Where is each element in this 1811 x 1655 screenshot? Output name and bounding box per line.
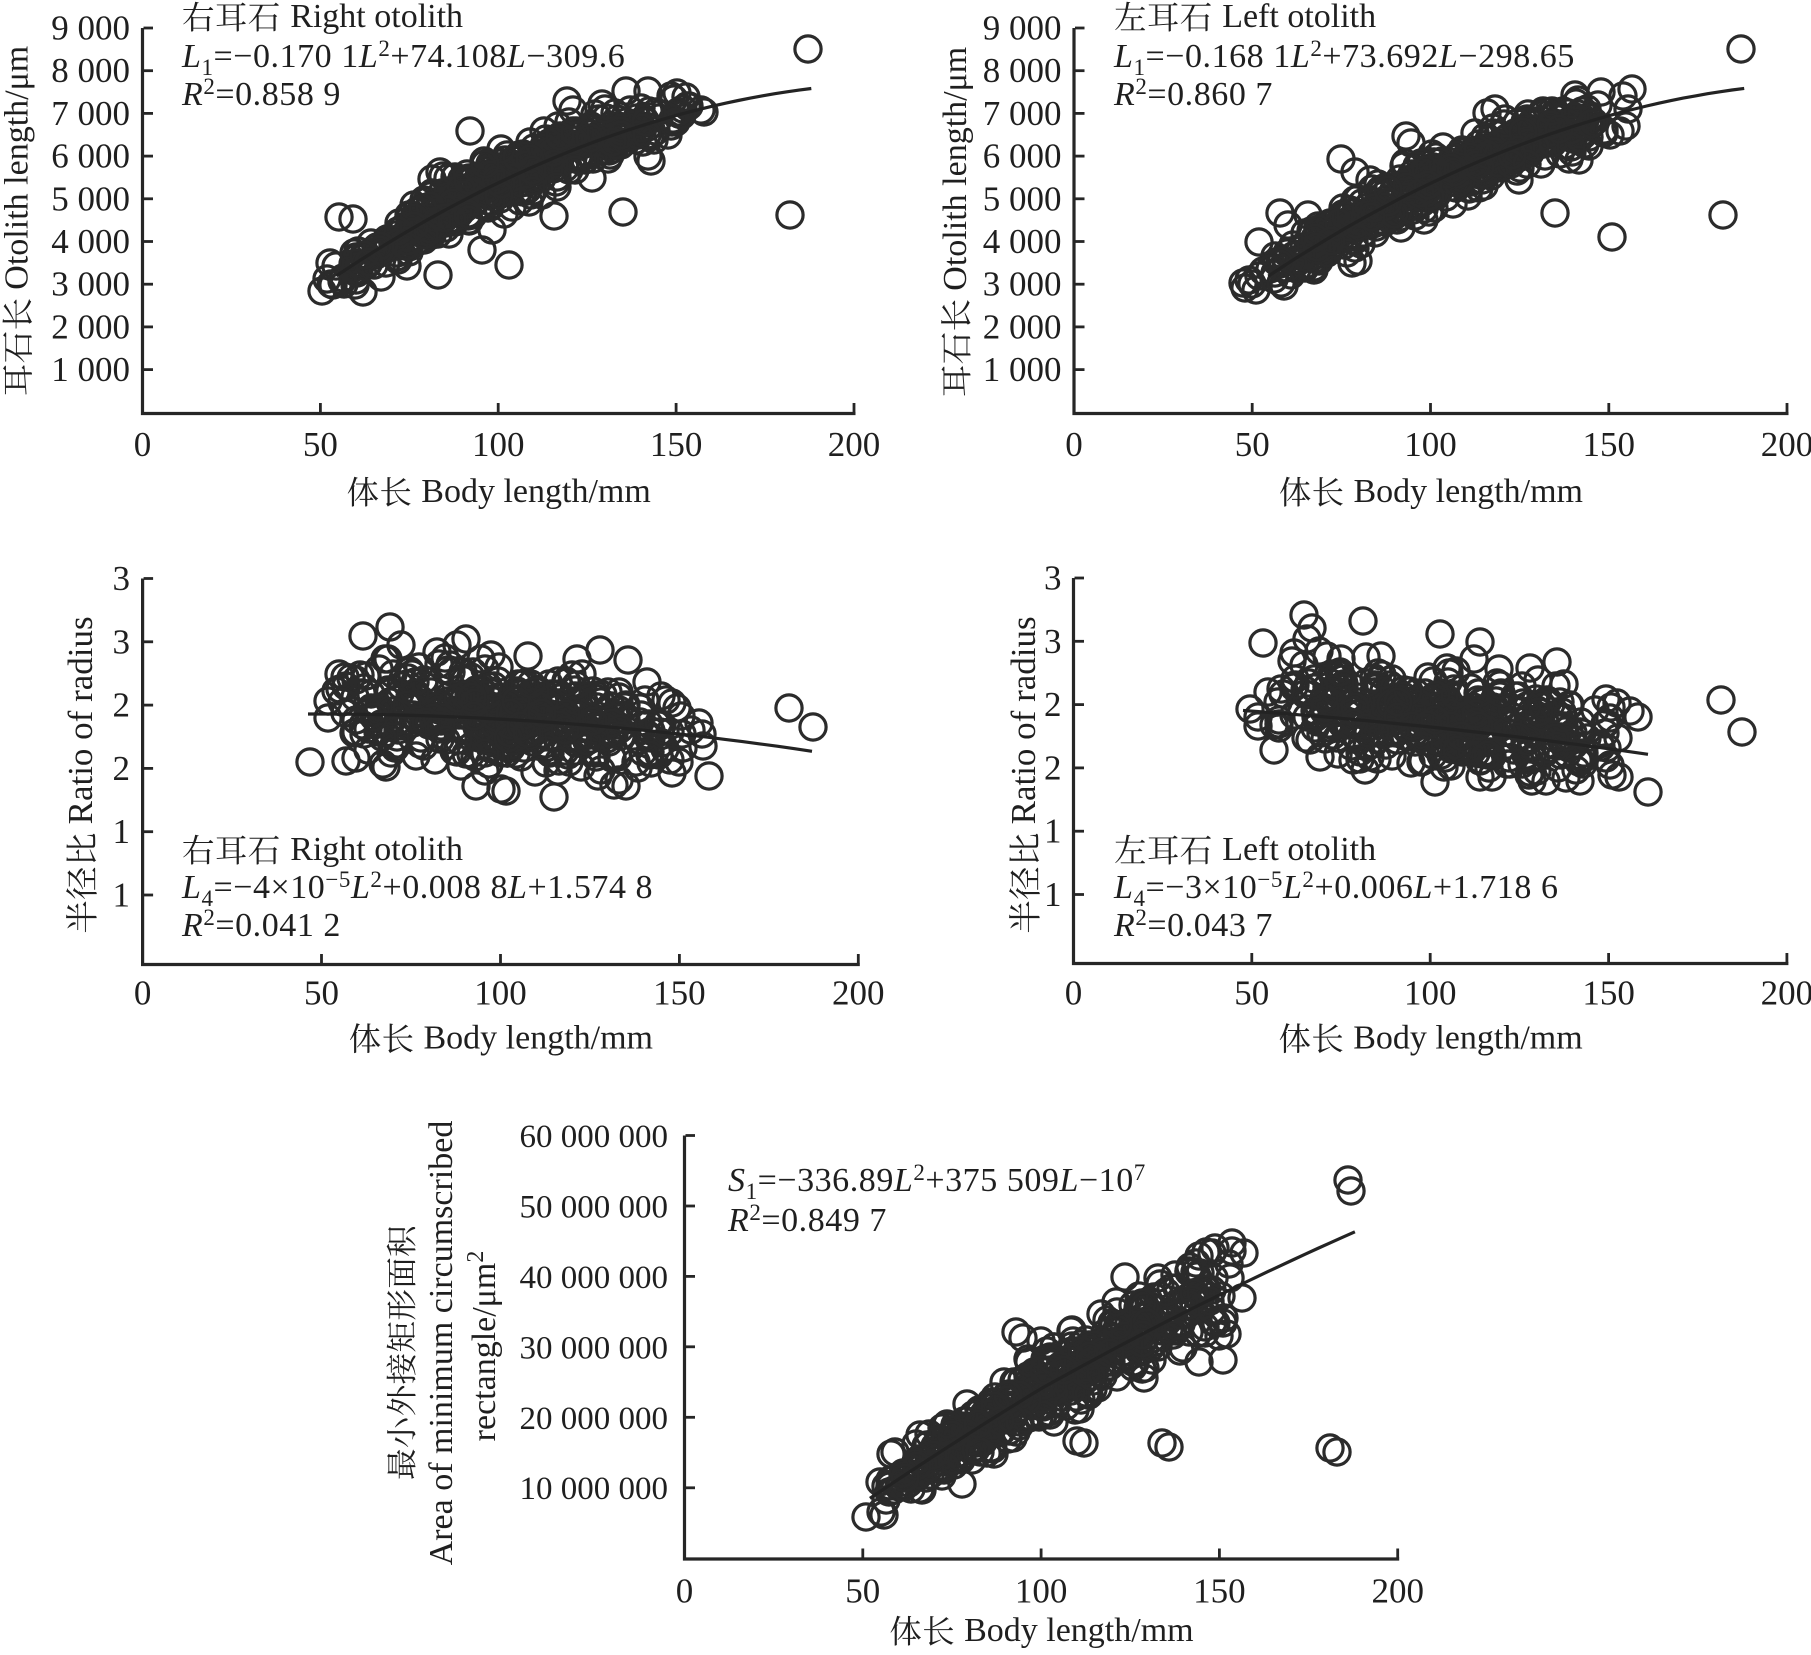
svg-text:0: 0 — [134, 974, 152, 1013]
svg-text:3 000: 3 000 — [51, 265, 130, 304]
svg-text:1: 1 — [113, 876, 131, 915]
svg-text:0: 0 — [1065, 974, 1083, 1013]
svg-text:5 000: 5 000 — [51, 179, 130, 218]
svg-text:50: 50 — [304, 974, 339, 1013]
svg-text:2: 2 — [113, 686, 131, 725]
svg-text:100: 100 — [1404, 425, 1457, 464]
svg-text:R2​=0.858 9: R2​=0.858 9 — [181, 74, 341, 113]
svg-text:30 000 000: 30 000 000 — [520, 1330, 669, 1366]
svg-text:L4​=−4×10−5​L2​+0.008 8L+1.574: L4​=−4×10−5​L2​+0.008 8L+1.574 8 — [181, 867, 653, 911]
svg-text:150: 150 — [650, 425, 703, 464]
svg-text:Otolith length/μm: Otolith length/μm — [0, 46, 36, 290]
svg-text:3: 3 — [1044, 622, 1062, 661]
svg-text:6 000: 6 000 — [983, 137, 1062, 176]
svg-text:Left otolith: Left otolith — [1222, 831, 1376, 868]
svg-text:6 000: 6 000 — [51, 137, 130, 176]
svg-text:200: 200 — [832, 974, 885, 1013]
svg-text:1: 1 — [1044, 875, 1062, 914]
svg-text:Body length/mm: Body length/mm — [964, 1612, 1194, 1649]
svg-text:50: 50 — [303, 425, 338, 464]
svg-text:1: 1 — [113, 812, 131, 851]
svg-text:150: 150 — [1583, 425, 1636, 464]
svg-text:40 000 000: 40 000 000 — [520, 1260, 669, 1296]
svg-text:3: 3 — [113, 622, 131, 661]
svg-text:R2​=0.043 7: R2​=0.043 7 — [1113, 905, 1273, 944]
svg-text:200: 200 — [1371, 1572, 1424, 1611]
svg-text:Body length/mm: Body length/mm — [424, 1020, 654, 1057]
svg-text:100: 100 — [472, 425, 525, 464]
svg-text:200: 200 — [828, 425, 881, 464]
svg-text:0: 0 — [1065, 425, 1083, 464]
svg-text:Area of minimum circumscribed: Area of minimum circumscribed — [423, 1121, 460, 1566]
svg-text:100: 100 — [1015, 1572, 1068, 1611]
svg-text:20 000 000: 20 000 000 — [520, 1401, 669, 1437]
svg-text:10 000 000: 10 000 000 — [520, 1471, 669, 1507]
svg-text:Ratio of radius: Ratio of radius — [61, 616, 100, 824]
svg-text:2 000: 2 000 — [983, 307, 1062, 346]
svg-text:50: 50 — [845, 1572, 880, 1611]
svg-text:4 000: 4 000 — [51, 222, 130, 261]
svg-text:50: 50 — [1234, 974, 1269, 1013]
svg-text:9 000: 9 000 — [51, 9, 130, 48]
svg-text:9 000: 9 000 — [983, 9, 1062, 48]
svg-text:R2​=0.849 7: R2​=0.849 7 — [727, 1200, 887, 1239]
svg-text:L1​=−0.170 1L2​+74.108L−309.6: L1​=−0.170 1L2​+74.108L−309.6 — [181, 36, 625, 80]
svg-text:8 000: 8 000 — [51, 51, 130, 90]
svg-text:150: 150 — [1582, 974, 1635, 1013]
svg-text:Right otolith: Right otolith — [290, 0, 463, 35]
svg-text:50 000 000: 50 000 000 — [520, 1190, 669, 1226]
svg-text:Body length/mm: Body length/mm — [1353, 1020, 1583, 1057]
svg-text:Otolith length/μm: Otolith length/μm — [937, 47, 974, 291]
svg-text:60 000 000: 60 000 000 — [520, 1119, 669, 1155]
svg-text:0: 0 — [676, 1572, 694, 1611]
svg-text:Ratio of radius: Ratio of radius — [1004, 616, 1043, 824]
svg-text:150: 150 — [1193, 1572, 1246, 1611]
svg-text:1: 1 — [1044, 812, 1062, 851]
svg-text:5 000: 5 000 — [983, 179, 1062, 218]
svg-text:L4​=−3×10−5​L2​+0.006L+1.718 6: L4​=−3×10−5​L2​+0.006L+1.718 6 — [1113, 867, 1559, 911]
svg-text:Body length/mm: Body length/mm — [1354, 473, 1584, 510]
svg-text:50: 50 — [1235, 425, 1270, 464]
svg-text:1 000: 1 000 — [51, 350, 130, 389]
svg-text:Left otolith: Left otolith — [1222, 0, 1376, 35]
svg-text:2 000: 2 000 — [51, 307, 130, 346]
svg-text:1 000: 1 000 — [983, 350, 1062, 389]
svg-text:3 000: 3 000 — [983, 265, 1062, 304]
svg-text:100: 100 — [474, 974, 527, 1013]
svg-text:200: 200 — [1761, 425, 1811, 464]
svg-text:2: 2 — [113, 749, 131, 788]
svg-text:Right otolith: Right otolith — [290, 831, 463, 868]
svg-text:R2​=0.860 7: R2​=0.860 7 — [1113, 74, 1273, 113]
svg-text:rectangle/μm2: rectangle/μm2 — [463, 1251, 503, 1442]
svg-text:2: 2 — [1044, 748, 1062, 787]
svg-text:7 000: 7 000 — [51, 94, 130, 133]
svg-text:3: 3 — [113, 559, 131, 598]
svg-text:3: 3 — [1044, 559, 1062, 598]
svg-text:R2​=0.041 2: R2​=0.041 2 — [181, 905, 341, 944]
svg-text:2: 2 — [1044, 685, 1062, 724]
svg-text:7 000: 7 000 — [983, 94, 1062, 133]
svg-text:8 000: 8 000 — [983, 51, 1062, 90]
svg-text:100: 100 — [1404, 974, 1457, 1013]
svg-text:0: 0 — [134, 425, 152, 464]
svg-text:S1​=−336.89L2​+375 509L−107​: S1​=−336.89L2​+375 509L−107​ — [728, 1160, 1146, 1204]
svg-text:Body length/mm: Body length/mm — [421, 473, 651, 510]
svg-text:150: 150 — [653, 974, 706, 1013]
svg-text:L1​=−0.168 1L2​+73.692L−298.65: L1​=−0.168 1L2​+73.692L−298.65 — [1113, 36, 1575, 80]
svg-text:200: 200 — [1761, 974, 1811, 1013]
svg-text:4 000: 4 000 — [983, 222, 1062, 261]
